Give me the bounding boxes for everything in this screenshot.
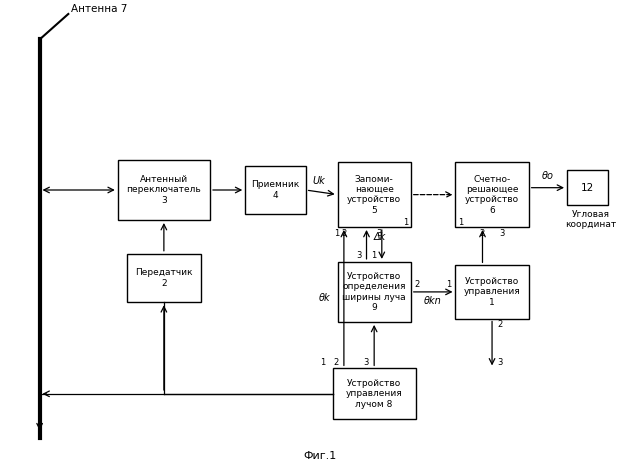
Text: 3: 3 xyxy=(499,228,504,238)
Text: 1: 1 xyxy=(371,251,376,260)
Text: Δk: Δk xyxy=(373,233,385,242)
Text: 1: 1 xyxy=(333,228,339,238)
Text: 1: 1 xyxy=(447,281,452,290)
Text: 1: 1 xyxy=(458,218,463,227)
Text: 1: 1 xyxy=(321,358,326,367)
Text: 3: 3 xyxy=(497,358,502,367)
Bar xyxy=(118,160,210,220)
Text: Запоми-
нающее
устройство
5: Запоми- нающее устройство 5 xyxy=(347,175,401,215)
Text: Uk: Uk xyxy=(312,176,324,186)
Bar xyxy=(337,262,411,322)
Text: 2: 2 xyxy=(497,320,502,329)
Bar xyxy=(456,265,529,318)
Bar xyxy=(245,166,306,214)
Bar xyxy=(567,170,609,205)
Text: Счетно-
решающее
устройство
6: Счетно- решающее устройство 6 xyxy=(465,175,519,215)
Text: Приемник
4: Приемник 4 xyxy=(252,180,300,200)
Text: θk: θk xyxy=(319,293,331,303)
Text: 3: 3 xyxy=(363,358,369,367)
Bar xyxy=(333,368,415,419)
Text: Фиг.1: Фиг.1 xyxy=(303,451,337,461)
Text: 2: 2 xyxy=(480,228,485,238)
Text: Антенна 7: Антенна 7 xyxy=(72,4,128,14)
Text: 2: 2 xyxy=(415,281,420,290)
Text: θo: θo xyxy=(542,171,554,181)
Text: Устройство
определения
ширины луча
9: Устройство определения ширины луча 9 xyxy=(342,272,406,312)
Text: 2: 2 xyxy=(333,358,339,367)
Bar xyxy=(127,254,200,302)
Text: 2: 2 xyxy=(341,228,346,238)
Text: Антенный
переключатель
3: Антенный переключатель 3 xyxy=(127,175,201,205)
Text: Устройство
управления
лучом 8: Устройство управления лучом 8 xyxy=(346,379,403,409)
Bar xyxy=(456,162,529,227)
Text: 12: 12 xyxy=(581,183,595,193)
Text: 3: 3 xyxy=(356,251,362,260)
Text: Передатчик
2: Передатчик 2 xyxy=(135,269,193,288)
Text: Угловая
координат: Угловая координат xyxy=(565,210,616,229)
Text: θkn: θkn xyxy=(424,296,442,306)
Bar xyxy=(337,162,411,227)
Text: 1: 1 xyxy=(403,218,408,227)
Text: 3: 3 xyxy=(376,228,382,238)
Text: Устройство
управления
1: Устройство управления 1 xyxy=(463,277,520,307)
